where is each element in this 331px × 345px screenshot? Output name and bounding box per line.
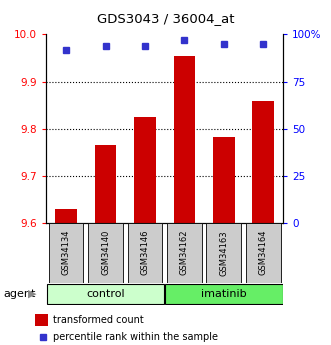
Bar: [127, 223, 162, 283]
Text: agent: agent: [3, 289, 36, 299]
Bar: [253, 101, 274, 223]
Bar: [173, 56, 195, 223]
Text: ▶: ▶: [27, 289, 36, 299]
Bar: [165, 284, 283, 304]
Bar: [134, 117, 156, 223]
Bar: [207, 223, 241, 283]
Bar: [95, 145, 117, 223]
Text: percentile rank within the sample: percentile rank within the sample: [53, 333, 218, 342]
Text: control: control: [86, 289, 125, 299]
Bar: [49, 223, 83, 283]
Bar: [55, 209, 77, 223]
Text: GSM34162: GSM34162: [180, 230, 189, 275]
Bar: [47, 284, 164, 304]
Text: GSM34140: GSM34140: [101, 230, 110, 275]
Bar: [35, 314, 48, 326]
Bar: [167, 223, 202, 283]
Text: GSM34163: GSM34163: [219, 230, 228, 276]
Bar: [88, 223, 123, 283]
Bar: [246, 223, 281, 283]
Text: transformed count: transformed count: [53, 315, 143, 325]
Bar: [213, 137, 235, 223]
Text: imatinib: imatinib: [201, 289, 247, 299]
Text: GDS3043 / 36004_at: GDS3043 / 36004_at: [97, 12, 234, 25]
Text: GSM34134: GSM34134: [62, 230, 71, 275]
Text: GSM34164: GSM34164: [259, 230, 268, 275]
Text: GSM34146: GSM34146: [140, 230, 150, 275]
